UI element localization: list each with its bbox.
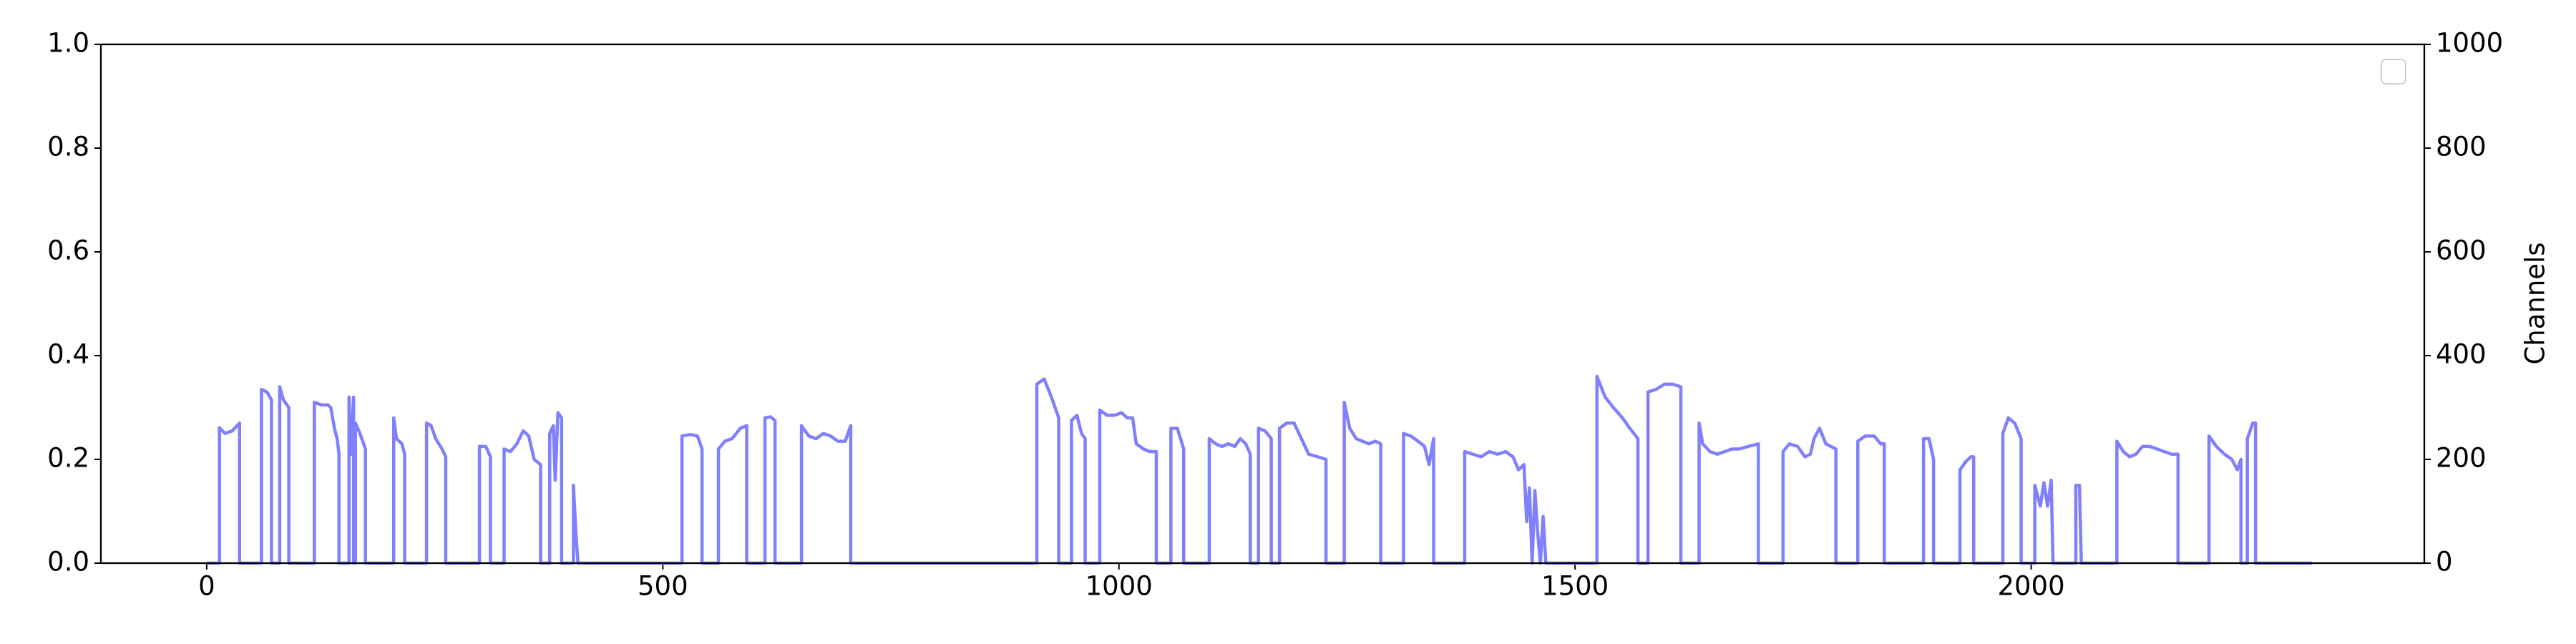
y-tick-label: 0.4	[47, 339, 89, 370]
y-tick-label: 0.8	[47, 132, 89, 162]
y2-tick-label: 600	[2436, 235, 2487, 266]
y2-tick-label: 800	[2436, 132, 2487, 162]
y2-tick-label: 1000	[2436, 28, 2503, 59]
y2-axis-label: Channels	[2520, 242, 2551, 364]
series-line	[206, 374, 2313, 565]
y-tick-label: 0.0	[47, 547, 89, 577]
plot-frame	[99, 43, 2426, 565]
y-tick-label: 0.6	[47, 235, 89, 266]
y2-tick-label: 400	[2436, 339, 2487, 370]
y2-tick-label: 0	[2436, 547, 2453, 577]
x-tick-label: 1000	[1085, 571, 1153, 602]
y2-tick-label: 200	[2436, 443, 2487, 474]
y-tick-label: 0.2	[47, 443, 89, 474]
x-tick-label: 500	[638, 571, 688, 602]
x-tick-label: 2000	[1997, 571, 2064, 602]
x-tick-label: 0	[198, 571, 215, 602]
y-tick-label: 1.0	[47, 28, 89, 59]
x-tick-label: 1500	[1541, 571, 1609, 602]
legend-box	[2381, 59, 2406, 84]
